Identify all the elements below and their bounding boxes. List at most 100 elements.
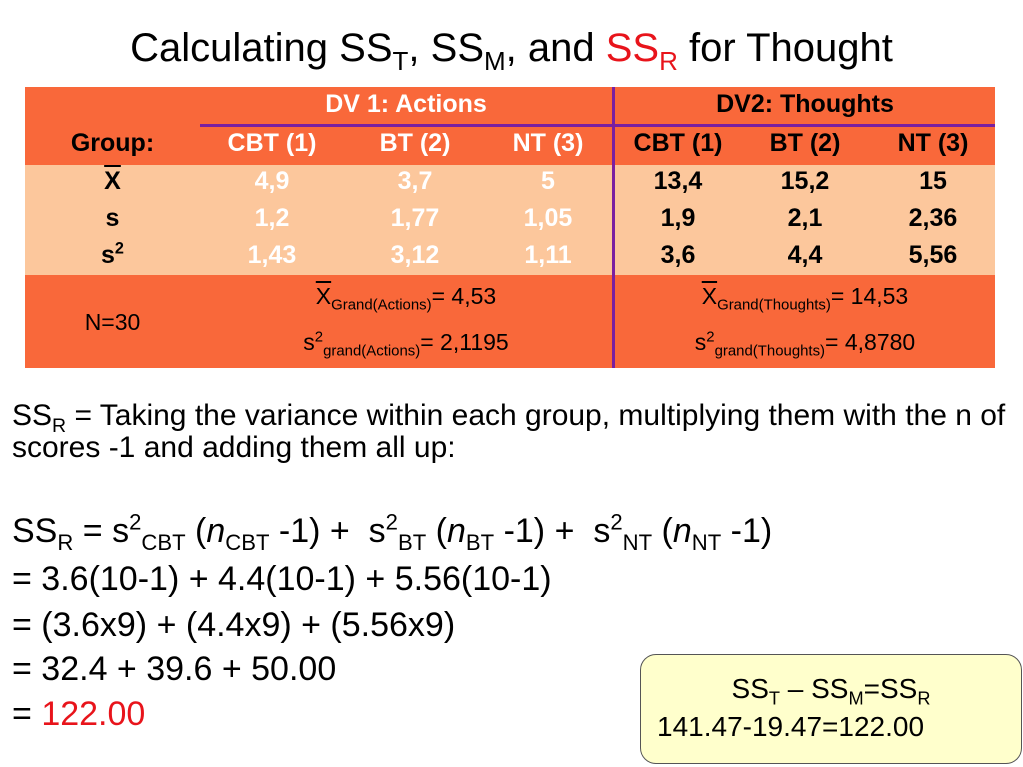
box-line: 141.47-19.47=122.00 [657, 711, 925, 742]
t: -1) [721, 512, 773, 550]
part: = 4,8780 [825, 329, 916, 355]
sub: R [57, 529, 74, 555]
cell-value: 3,12 [390, 241, 440, 269]
box-line: SST – SSM=SSR [641, 673, 1021, 708]
formula-line: = (3.6x9) + (4.4x9) + (5.56x9) [12, 606, 456, 644]
title-sub: M [484, 46, 506, 76]
row-label: s2 [25, 241, 200, 270]
dv-header: DV2: Thoughts [716, 90, 894, 118]
formula-line: = 122.00 [12, 695, 145, 734]
cell-value: 2,1 [787, 204, 823, 232]
cell-value: 13,4 [653, 167, 703, 195]
sub: R [917, 688, 931, 709]
t: = [12, 695, 42, 733]
cell-value: 15 [919, 167, 947, 195]
t: =SS [863, 673, 918, 704]
cell-value: 1,43 [247, 241, 297, 269]
cell-value: 4,9 [254, 167, 290, 195]
cell-value: 2,36 [908, 204, 958, 232]
title-text: for Thought [677, 26, 893, 70]
divider [200, 124, 995, 127]
row-label: s [25, 204, 200, 233]
t: n [206, 512, 226, 550]
cell-value: 3,7 [397, 167, 433, 195]
title-sub: T [392, 46, 409, 76]
part: 2 [314, 328, 324, 346]
cell-value: 1,05 [523, 204, 573, 232]
sub: BT [465, 529, 495, 555]
t: SS [12, 512, 58, 550]
cell-value: 1,2 [254, 204, 290, 232]
t: = s [73, 512, 130, 550]
cell-value: 5,56 [908, 241, 958, 269]
grand-var: s2grand(Thoughts)= 4,8780 [615, 328, 995, 359]
cell-value: 5 [541, 167, 555, 195]
grand-mean: XGrand(Actions)= 4,53 [200, 283, 612, 313]
sup: 2 [385, 509, 398, 535]
cell-value: 1,11 [524, 241, 572, 269]
t: -1) + s [494, 512, 611, 550]
group-header: CBT (1) [227, 129, 317, 157]
sub: NT [691, 529, 722, 555]
part: grand(Thoughts) [714, 342, 826, 360]
group-label: Group: [70, 129, 155, 157]
cell-value: 4,4 [787, 241, 823, 269]
cell-value: 3,6 [660, 241, 696, 269]
sub: R [52, 415, 67, 437]
group-header: NT (3) [512, 129, 584, 157]
group-header: NT (3) [897, 129, 969, 157]
t: -1) + s [269, 512, 386, 550]
result: 122.00 [41, 695, 146, 733]
summary-box: SST – SSM=SSR 141.47-19.47=122.00 [640, 654, 1022, 764]
title-text: , and [505, 26, 606, 70]
sub: NT [622, 529, 653, 555]
t: ( [652, 512, 673, 550]
divider [612, 87, 615, 368]
cell-value: 15,2 [780, 167, 830, 195]
dv-header: DV 1: Actions [325, 90, 487, 118]
sub: M [848, 688, 864, 709]
title-text: SS [605, 26, 660, 70]
t: ( [426, 512, 447, 550]
definition: SSR = Taking the variance within each gr… [12, 400, 1012, 464]
title-sub: R [659, 46, 678, 76]
title: Calculating SST, SSM, and SSR for Though… [0, 26, 1023, 74]
formula-line: = 32.4 + 39.6 + 50.00 [12, 650, 337, 688]
t: – SS [780, 673, 849, 704]
group-header: BT (2) [769, 129, 841, 157]
body-bg [25, 165, 995, 275]
group-header: CBT (1) [633, 129, 723, 157]
grand-bg [25, 275, 995, 368]
cell-value: 1,9 [660, 204, 696, 232]
grand-mean: XGrand(Thoughts)= 14,53 [615, 283, 995, 313]
part: Grand(Actions) [331, 296, 432, 314]
row-label: X [25, 167, 200, 196]
label-part: 2 [114, 239, 124, 258]
label-part: X [104, 167, 121, 195]
part: grand(Actions) [323, 342, 421, 360]
part: = 14,53 [830, 283, 909, 309]
label-part: s [105, 204, 120, 232]
t: n [672, 512, 692, 550]
table: DV 1: Actions DV2: Thoughts Group: CBT (1) B… [25, 87, 995, 368]
sup: 2 [610, 509, 623, 535]
part: X [315, 283, 332, 309]
t: n [446, 512, 466, 550]
formula-line: SSR = s2CBT (nCBT -1) + s2BT (nBT -1) + … [12, 509, 773, 553]
grand-var: s2grand(Actions)= 2,1195 [200, 328, 612, 359]
part: = 4,53 [431, 283, 497, 309]
sub: T [768, 688, 780, 709]
cell-value: 1,77 [390, 204, 440, 232]
text: SS [12, 399, 53, 432]
formula-line: = 3.6(10-1) + 4.4(10-1) + 5.56(10-1) [12, 560, 552, 598]
title-text: , SS [408, 26, 484, 70]
sub: CBT [141, 529, 186, 555]
sub: BT [397, 529, 427, 555]
sub: CBT [225, 529, 270, 555]
n-label: N=30 [84, 309, 141, 335]
part: s [303, 329, 315, 355]
part: 2 [706, 328, 715, 346]
part: X [701, 283, 718, 309]
part: = 2,1195 [420, 329, 509, 355]
